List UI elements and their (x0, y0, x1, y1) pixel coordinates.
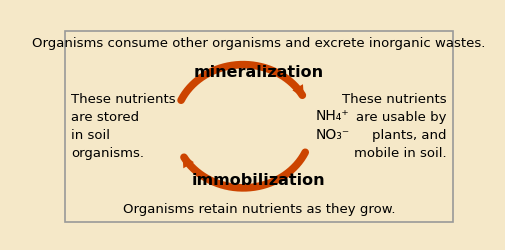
Text: mineralization: mineralization (194, 64, 324, 80)
Text: immobilization: immobilization (192, 173, 326, 188)
Text: Organisms retain nutrients as they grow.: Organisms retain nutrients as they grow. (123, 203, 395, 216)
Text: Organisms consume other organisms and excrete inorganic wastes.: Organisms consume other organisms and ex… (32, 37, 485, 50)
Text: These nutrients
are stored
in soil
organisms.: These nutrients are stored in soil organ… (71, 93, 176, 160)
Text: NH₄⁺: NH₄⁺ (316, 109, 349, 123)
Text: These nutrients
are usable by
plants, and
mobile in soil.: These nutrients are usable by plants, an… (342, 93, 447, 160)
Text: NO₃⁻: NO₃⁻ (316, 128, 350, 142)
